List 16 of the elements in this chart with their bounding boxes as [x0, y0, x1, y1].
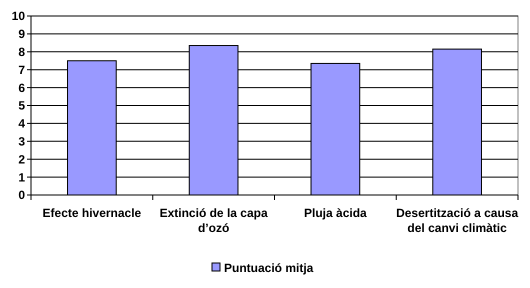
- x-tick-label: Efecte hivernacle: [42, 206, 142, 220]
- y-tick-label: 4: [18, 116, 26, 131]
- y-tick-label: 3: [18, 134, 26, 148]
- x-tick-label: Desertització a causa del canvi climàtic: [396, 206, 518, 235]
- y-tick-label: 2: [18, 152, 26, 166]
- y-tick-label: 6: [18, 80, 26, 95]
- y-tick-label: 5: [18, 98, 26, 113]
- legend-label: Puntuació mitja: [224, 261, 314, 275]
- y-tick-label: 7: [18, 62, 26, 77]
- x-tick-label: Pluja àcida: [304, 206, 368, 220]
- x-tick-label: Extinció de la capa d’ozó: [160, 206, 268, 235]
- y-tick-label: 1: [18, 170, 26, 184]
- y-tick-label: 8: [18, 45, 26, 59]
- y-tick-label: 10: [12, 9, 26, 24]
- y-tick-label: 0: [18, 188, 26, 202]
- y-tick-label: 9: [18, 27, 26, 42]
